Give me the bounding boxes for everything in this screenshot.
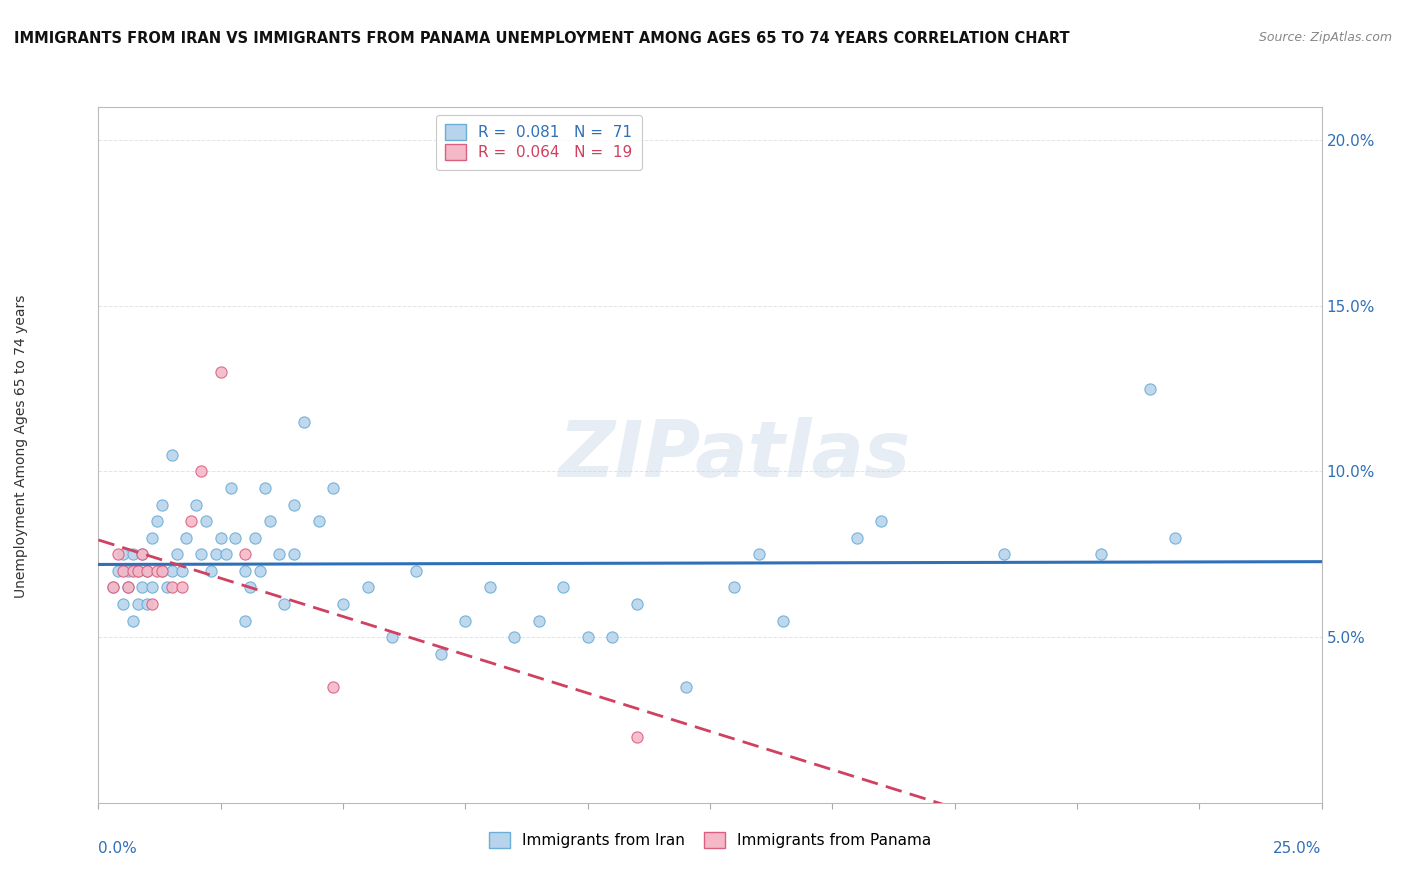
- Point: [141, 597, 163, 611]
- Point: [209, 531, 232, 545]
- Point: [356, 581, 378, 595]
- Point: [292, 415, 315, 429]
- Point: [870, 514, 893, 528]
- Point: [600, 630, 623, 644]
- Point: [224, 531, 246, 545]
- Point: [454, 614, 477, 628]
- Point: [253, 481, 276, 495]
- Point: [186, 498, 208, 512]
- Point: [273, 597, 295, 611]
- Point: [156, 581, 179, 595]
- Point: [136, 597, 159, 611]
- Point: [723, 581, 745, 595]
- Point: [131, 581, 153, 595]
- Point: [150, 498, 173, 512]
- Point: [127, 564, 149, 578]
- Point: [478, 581, 501, 595]
- Point: [626, 597, 648, 611]
- Point: [117, 564, 139, 578]
- Point: [107, 547, 129, 561]
- Point: [308, 514, 330, 528]
- Point: [146, 514, 169, 528]
- Text: IMMIGRANTS FROM IRAN VS IMMIGRANTS FROM PANAMA UNEMPLOYMENT AMONG AGES 65 TO 74 : IMMIGRANTS FROM IRAN VS IMMIGRANTS FROM …: [14, 31, 1070, 46]
- Point: [243, 531, 266, 545]
- Point: [249, 564, 271, 578]
- Point: [381, 630, 404, 644]
- Point: [1090, 547, 1112, 561]
- Point: [176, 531, 198, 545]
- Point: [675, 680, 697, 694]
- Point: [322, 680, 344, 694]
- Point: [239, 581, 262, 595]
- Point: [233, 564, 256, 578]
- Point: [131, 547, 153, 561]
- Text: Unemployment Among Ages 65 to 74 years: Unemployment Among Ages 65 to 74 years: [14, 294, 28, 598]
- Point: [748, 547, 770, 561]
- Point: [136, 564, 159, 578]
- Point: [195, 514, 218, 528]
- Point: [121, 614, 143, 628]
- Point: [160, 564, 183, 578]
- Point: [160, 581, 183, 595]
- Point: [170, 564, 193, 578]
- Point: [127, 597, 149, 611]
- Point: [117, 581, 139, 595]
- Point: [322, 481, 344, 495]
- Point: [430, 647, 453, 661]
- Point: [283, 547, 305, 561]
- Point: [111, 564, 134, 578]
- Point: [219, 481, 242, 495]
- Point: [127, 564, 149, 578]
- Point: [527, 614, 550, 628]
- Point: [121, 564, 143, 578]
- Point: [205, 547, 228, 561]
- Point: [117, 581, 139, 595]
- Point: [233, 614, 256, 628]
- Point: [170, 581, 193, 595]
- Point: [131, 547, 153, 561]
- Point: [259, 514, 281, 528]
- Text: 25.0%: 25.0%: [1274, 841, 1322, 856]
- Point: [150, 564, 173, 578]
- Point: [111, 547, 134, 561]
- Point: [1139, 382, 1161, 396]
- Point: [405, 564, 427, 578]
- Text: 0.0%: 0.0%: [98, 841, 138, 856]
- Point: [283, 498, 305, 512]
- Point: [332, 597, 354, 611]
- Point: [111, 597, 134, 611]
- Point: [993, 547, 1015, 561]
- Point: [626, 730, 648, 744]
- Point: [200, 564, 222, 578]
- Point: [553, 581, 575, 595]
- Point: [772, 614, 794, 628]
- Point: [845, 531, 868, 545]
- Legend: Immigrants from Iran, Immigrants from Panama: Immigrants from Iran, Immigrants from Pa…: [482, 826, 938, 855]
- Point: [101, 581, 124, 595]
- Point: [141, 531, 163, 545]
- Point: [190, 465, 212, 479]
- Point: [233, 547, 256, 561]
- Point: [209, 365, 232, 379]
- Point: [576, 630, 599, 644]
- Point: [214, 547, 236, 561]
- Point: [141, 581, 163, 595]
- Point: [503, 630, 526, 644]
- Point: [269, 547, 291, 561]
- Point: [1164, 531, 1187, 545]
- Point: [107, 564, 129, 578]
- Point: [180, 514, 202, 528]
- Point: [190, 547, 212, 561]
- Point: [136, 564, 159, 578]
- Point: [150, 564, 173, 578]
- Point: [146, 564, 169, 578]
- Point: [160, 448, 183, 462]
- Point: [101, 581, 124, 595]
- Point: [121, 547, 143, 561]
- Point: [166, 547, 188, 561]
- Text: ZIPatlas: ZIPatlas: [558, 417, 911, 493]
- Text: Source: ZipAtlas.com: Source: ZipAtlas.com: [1258, 31, 1392, 45]
